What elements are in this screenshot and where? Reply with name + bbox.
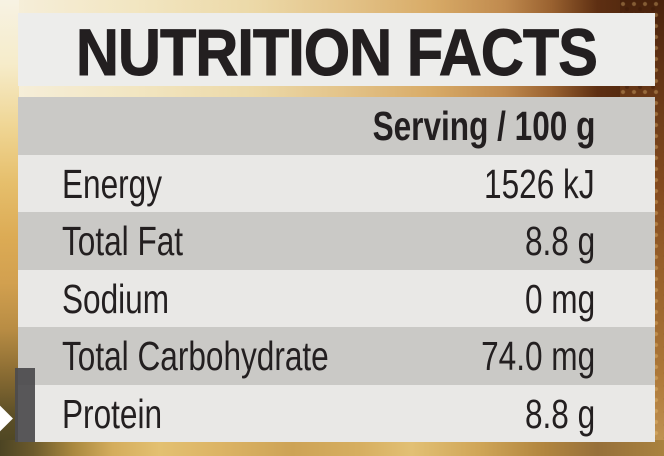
row-value: 0 mg	[524, 275, 595, 322]
nutrition-facts-panel: NUTRITION FACTS Serving / 100 g Energy 1…	[18, 13, 655, 442]
table-header-row: Serving / 100 g	[18, 97, 655, 155]
row-label: Energy	[62, 160, 163, 207]
slide-marker[interactable]	[0, 368, 35, 442]
table-row-total-fat: Total Fat 8.8 g	[18, 212, 655, 270]
row-label: Total Fat	[62, 218, 184, 265]
row-value: 74.0 mg	[480, 333, 595, 380]
table-row-energy: Energy 1526 kJ	[18, 154, 655, 212]
panel-title-band: NUTRITION FACTS	[18, 13, 655, 89]
background-bottom-edge	[0, 440, 664, 456]
row-label: Protein	[62, 390, 163, 437]
serving-header: Serving / 100 g	[372, 103, 595, 150]
panel-title: NUTRITION FACTS	[75, 14, 599, 89]
row-value: 1526 kJ	[484, 160, 595, 207]
table-row-sodium: Sodium 0 mg	[18, 269, 655, 327]
nutrition-table: Serving / 100 g Energy 1526 kJ Total Fat…	[18, 97, 655, 442]
row-value: 8.8 g	[524, 390, 595, 437]
table-row-total-carbohydrate: Total Carbohydrate 74.0 mg	[18, 327, 655, 385]
row-label: Total Carbohydrate	[62, 333, 329, 380]
background-left-edge	[0, 0, 19, 456]
row-value: 8.8 g	[524, 218, 595, 265]
table-row-protein: Protein 8.8 g	[18, 384, 655, 442]
row-label: Sodium	[62, 275, 170, 322]
